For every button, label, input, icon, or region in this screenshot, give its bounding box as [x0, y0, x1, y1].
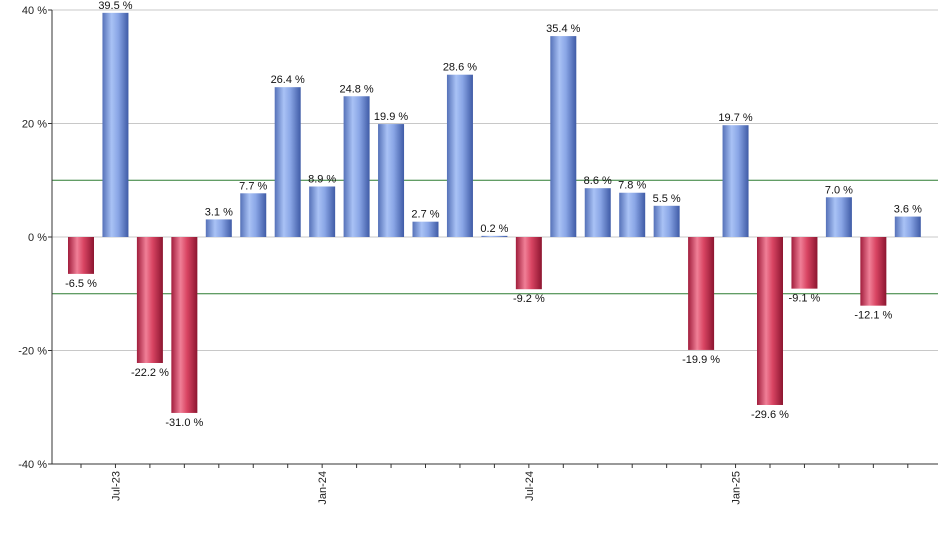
data-label: 39.5 %	[98, 0, 132, 12]
bar	[412, 221, 439, 237]
data-label: -9.2 %	[513, 293, 545, 305]
bar	[791, 237, 818, 289]
data-label: 0.2 %	[480, 223, 508, 235]
data-label: -6.5 %	[65, 278, 97, 290]
data-label: -31.0 %	[165, 417, 203, 429]
bar	[688, 237, 715, 350]
data-label: 5.5 %	[653, 193, 681, 205]
bars	[68, 12, 921, 413]
data-label: -22.2 %	[131, 367, 169, 379]
data-label: 28.6 %	[443, 62, 477, 74]
reference-lines	[52, 179, 938, 295]
x-tick-label: Jan-25	[731, 471, 743, 505]
bar	[378, 124, 405, 237]
bar	[550, 36, 577, 238]
data-label: 35.4 %	[546, 23, 580, 35]
y-tick-label: -20 %	[18, 346, 47, 358]
bar	[722, 125, 749, 237]
bar	[446, 74, 473, 237]
data-label: 19.9 %	[374, 111, 408, 123]
bar	[653, 205, 680, 237]
data-label: 7.8 %	[618, 180, 646, 192]
bar	[515, 237, 542, 290]
bar	[860, 237, 887, 306]
y-tick-label: -40 %	[18, 459, 47, 471]
bar	[584, 188, 611, 237]
data-label: 8.6 %	[584, 175, 612, 187]
data-label: -29.6 %	[751, 409, 789, 421]
bar	[825, 197, 852, 237]
y-tick-labels: 40 % 20 % 0 % -20 % -40 %	[18, 5, 47, 471]
bar	[757, 237, 783, 405]
y-tick-label: 20 %	[22, 119, 47, 131]
bar	[894, 216, 921, 237]
data-label: 24.8 %	[339, 83, 373, 95]
bar	[68, 237, 94, 274]
bar	[171, 237, 198, 413]
data-label: -9.1 %	[789, 293, 821, 305]
bar	[136, 237, 163, 363]
bar	[274, 87, 301, 238]
bar	[481, 235, 508, 237]
x-tick-label: Jan-24	[317, 471, 329, 505]
x-tick-label: Jul-23	[110, 471, 122, 501]
bar	[619, 192, 646, 237]
data-label: 3.6 %	[894, 204, 922, 216]
data-label: 7.0 %	[825, 184, 853, 196]
y-tick-label: 40 %	[22, 5, 47, 17]
data-label: 8.9 %	[308, 173, 336, 185]
x-tick-label: Jul-24	[524, 471, 536, 501]
data-label: -12.1 %	[854, 310, 892, 322]
x-tick-labels: Jul-23 Jan-24 Jul-24 Jan-25	[110, 471, 742, 505]
data-label: 2.7 %	[411, 209, 439, 221]
bar	[240, 193, 267, 237]
data-label: 19.7 %	[718, 112, 752, 124]
bar	[309, 186, 336, 237]
data-label: 7.7 %	[239, 180, 267, 192]
data-label: 3.1 %	[205, 206, 233, 218]
y-tick-label: 0 %	[28, 232, 47, 244]
data-label: 26.4 %	[271, 74, 305, 86]
data-label: -19.9 %	[682, 354, 720, 366]
bar	[205, 219, 232, 237]
bar	[343, 96, 370, 237]
data-labels: -6.5 % 39.5 % -22.2 % -31.0 % 3.1 % 7.7 % 26.4…	[65, 0, 922, 429]
axes	[48, 9, 938, 468]
bar	[102, 12, 129, 238]
